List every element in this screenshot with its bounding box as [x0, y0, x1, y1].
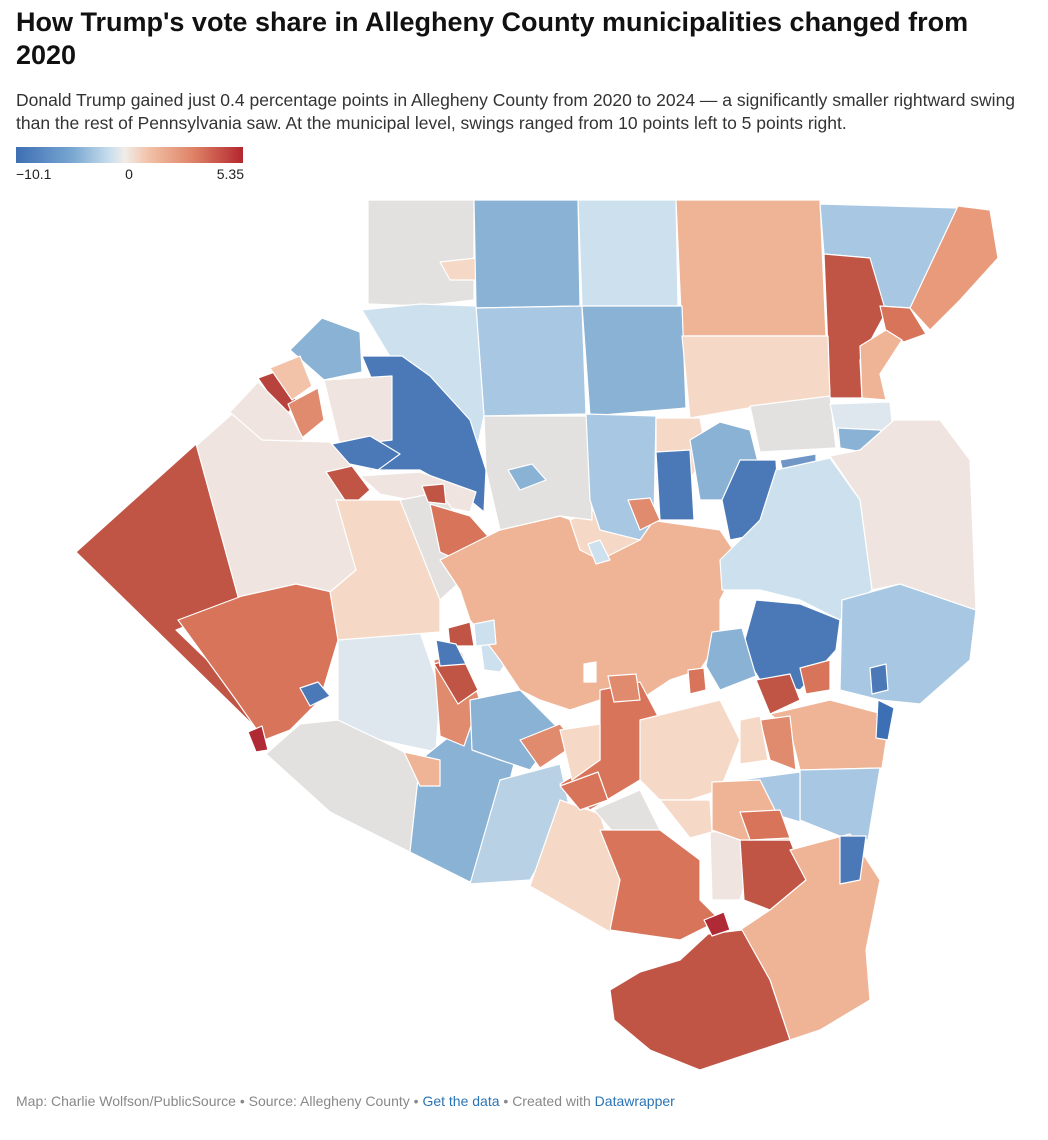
legend-gradient-bar — [16, 147, 243, 163]
municipality[interactable] — [474, 620, 496, 646]
legend-min-label: −10.1 — [16, 166, 51, 182]
municipality[interactable] — [656, 450, 694, 520]
municipality[interactable] — [582, 306, 686, 416]
municipality[interactable] — [474, 200, 580, 308]
get-data-link[interactable]: Get the data — [422, 1093, 499, 1109]
municipality[interactable] — [876, 700, 894, 740]
municipality[interactable] — [688, 668, 706, 694]
legend-zero-label: 0 — [122, 166, 136, 182]
municipality[interactable] — [578, 200, 678, 306]
municipality[interactable] — [870, 664, 888, 694]
created-with-label: Created with — [512, 1093, 591, 1109]
municipality[interactable] — [584, 662, 596, 682]
municipality[interactable] — [660, 800, 712, 838]
chart-title: How Trump's vote share in Allegheny Coun… — [16, 6, 1026, 72]
footer: Map: Charlie Wolfson/PublicSource • Sour… — [16, 1093, 675, 1109]
map-credit: Map: Charlie Wolfson/PublicSource — [16, 1093, 236, 1109]
municipality[interactable] — [608, 674, 640, 702]
footer-separator: • — [500, 1093, 513, 1109]
footer-separator: • — [410, 1093, 423, 1109]
municipality[interactable] — [448, 622, 474, 646]
footer-separator: • — [236, 1093, 249, 1109]
municipality[interactable] — [750, 396, 836, 452]
allegheny-county-map — [0, 190, 1048, 1080]
municipality[interactable] — [368, 200, 474, 306]
color-legend: −10.1 0 5.35 — [16, 147, 244, 187]
municipality[interactable] — [476, 306, 586, 416]
municipality[interactable] — [800, 768, 880, 840]
chart-description: Donald Trump gained just 0.4 percentage … — [16, 89, 1036, 135]
municipality[interactable] — [676, 200, 826, 336]
legend-max-label: 5.35 — [217, 166, 244, 182]
municipality[interactable] — [324, 376, 392, 446]
source-credit: Source: Allegheny County — [249, 1093, 410, 1109]
datawrapper-link[interactable]: Datawrapper — [595, 1093, 675, 1109]
